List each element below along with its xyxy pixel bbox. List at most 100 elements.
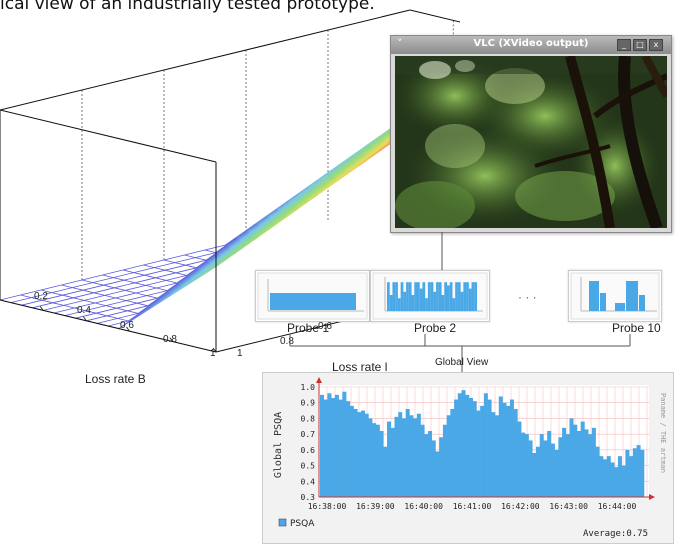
psqa-bar: [506, 406, 510, 497]
psqa-bar: [413, 418, 417, 497]
psqa-bar: [584, 429, 588, 497]
psqa-bar: [614, 467, 618, 497]
psqa-bar: [488, 400, 492, 497]
x-tick-label: 16:39:00: [356, 502, 395, 511]
psqa-bar: [365, 414, 369, 497]
psqa-bar: [465, 395, 469, 497]
psqa-bar: [555, 450, 559, 497]
psqa-bar: [562, 428, 566, 497]
probe-10-label: Probe 10: [612, 321, 661, 335]
psqa-bar: [447, 415, 451, 497]
probe-2-thumbnail[interactable]: [370, 270, 490, 322]
psqa-bar: [450, 409, 454, 497]
y-tick-label: 0.9: [301, 399, 316, 408]
psqa-bar: [458, 393, 462, 497]
psqa-bar: [525, 434, 529, 497]
psqa-bar: [491, 412, 495, 497]
psqa-bar: [387, 422, 391, 497]
psqa-bar: [435, 451, 439, 497]
psqa-bar: [502, 403, 506, 497]
y-tick-label: 0.5: [301, 462, 316, 471]
x-tick-label: 16:43:00: [549, 502, 588, 511]
psqa-bar: [428, 431, 432, 497]
psqa-bar: [536, 447, 540, 497]
psqa-bar: [480, 406, 484, 497]
psqa-bar: [607, 456, 611, 497]
probe-1-thumbnail[interactable]: [255, 270, 370, 322]
psqa-bar: [402, 418, 406, 497]
psqa-bar: [417, 414, 421, 497]
y-tick-label: 1.0: [301, 383, 316, 392]
psqa-bar: [376, 425, 380, 497]
psqa-bar: [573, 425, 577, 497]
chart-ylabel: Global PSQA: [273, 412, 284, 478]
psqa-bar: [588, 434, 592, 497]
psqa-bar: [339, 400, 343, 497]
psqa-bar: [625, 450, 629, 497]
probe-10-chart: [569, 271, 661, 321]
psqa-bar: [551, 444, 555, 497]
y-tick-label: 0.4: [301, 477, 316, 486]
probe-2-chart: [371, 271, 489, 321]
psqa-bar: [570, 418, 574, 497]
psqa-bar: [640, 450, 644, 497]
psqa-bar: [350, 406, 354, 497]
psqa-bar: [540, 434, 544, 497]
average-text: Average:0.75: [583, 529, 648, 539]
psqa-bar: [421, 425, 425, 497]
psqa-bar: [469, 398, 473, 497]
psqa-bar: [622, 466, 626, 497]
psqa-bar: [346, 401, 350, 497]
psqa-bar: [406, 409, 410, 497]
psqa-bar: [633, 448, 637, 497]
psqa-bar: [391, 428, 395, 497]
psqa-bar: [592, 428, 596, 497]
psqa-bar: [637, 445, 641, 497]
x-tick-label: 16:40:00: [404, 502, 443, 511]
psqa-bar: [361, 411, 365, 497]
psqa-bar: [320, 395, 324, 497]
x-tick-label: 16:44:00: [598, 502, 637, 511]
y-tick-label: 0.3: [301, 493, 316, 502]
psqa-bar: [629, 456, 633, 497]
probe-10-thumbnail[interactable]: [568, 270, 662, 322]
psqa-bar: [368, 418, 372, 497]
legend-swatch: [279, 519, 286, 526]
psqa-bar: [462, 390, 466, 497]
psqa-bar: [454, 400, 458, 497]
psqa-bar: [521, 433, 525, 497]
psqa-bar: [357, 412, 361, 497]
psqa-bar: [577, 431, 581, 497]
psqa-bar: [558, 437, 562, 497]
probe-1-label: Probe 1: [287, 321, 329, 335]
psqa-bar: [424, 434, 428, 497]
psqa-bar: [331, 398, 335, 497]
psqa-bar: [596, 447, 600, 497]
x-tick-label: 16:41:00: [453, 502, 492, 511]
psqa-bar: [532, 453, 536, 497]
x-tick-label: 16:42:00: [501, 502, 540, 511]
x-axis-arrow: [649, 494, 655, 500]
psqa-bar: [443, 425, 447, 497]
psqa-bar: [476, 411, 480, 497]
psqa-bar: [499, 396, 503, 497]
probe-1-chart: [256, 271, 369, 321]
psqa-bar: [510, 400, 514, 497]
psqa-bar: [484, 393, 488, 497]
psqa-bar: [409, 415, 413, 497]
psqa-bar: [599, 456, 603, 497]
psqa-bar: [327, 393, 331, 497]
psqa-bar: [473, 401, 477, 497]
psqa-bar: [394, 417, 398, 497]
psqa-bar: [432, 440, 436, 497]
psqa-bar: [495, 415, 499, 497]
psqa-bar: [354, 409, 358, 497]
global-view-label: Global View: [435, 357, 488, 368]
y-axis-arrow: [316, 377, 322, 383]
psqa-bar: [581, 422, 585, 497]
psqa-bar: [335, 395, 339, 497]
psqa-bar: [372, 423, 376, 497]
psqa-bar: [380, 431, 384, 497]
psqa-bar: [610, 462, 614, 497]
